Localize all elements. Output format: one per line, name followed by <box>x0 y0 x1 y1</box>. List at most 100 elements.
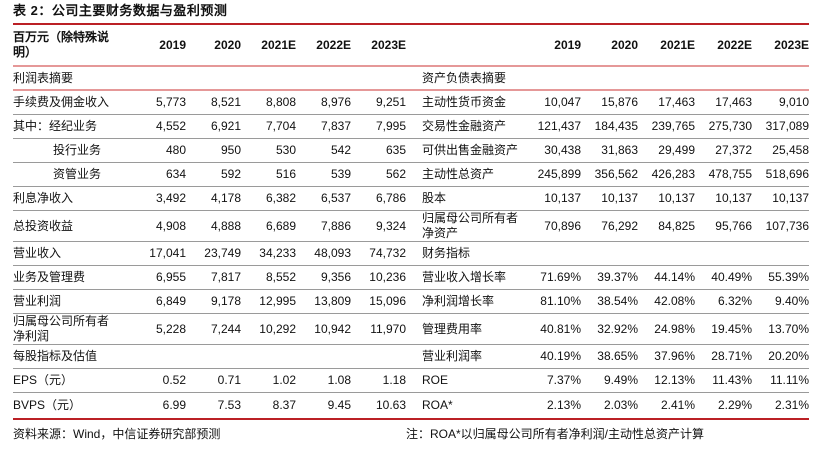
value-cell: 317,089 <box>765 119 809 133</box>
value-cell: 10,047 <box>544 95 581 109</box>
value-cell: 950 <box>220 143 241 157</box>
value-cell: 12,995 <box>259 294 296 308</box>
row-label-right: 交易性金融资产 <box>422 119 507 133</box>
value-cell: 6,537 <box>320 191 351 205</box>
value-cell: 356,562 <box>594 167 638 181</box>
year-header-cell: 2021E <box>261 37 296 52</box>
value-cell: 32.92% <box>597 321 638 336</box>
value-cell: 635 <box>385 143 406 157</box>
value-cell: 516 <box>275 167 296 181</box>
value-cell: 4,552 <box>155 119 186 133</box>
value-cell: 1.02 <box>272 373 296 387</box>
table-row: 总投资收益 4,908 4,888 6,689 7,886 9,324 归属母公司所有者净资… <box>13 211 809 242</box>
value-cell: 426,283 <box>651 167 695 181</box>
value-cell <box>131 66 186 90</box>
value-cell: 11.11% <box>770 373 809 387</box>
value-cell: 11.43% <box>712 373 752 387</box>
value-cell: 6,786 <box>375 191 406 205</box>
value-cell: 480 <box>165 143 186 157</box>
row-label-left: 投行业务 <box>53 143 102 157</box>
value-cell: 239,765 <box>651 119 695 133</box>
value-cell: 4,888 <box>210 218 241 233</box>
unit-label-cell: 百万元（除特殊说明） <box>13 24 131 66</box>
section-row: 营业收入 17,041 23,749 34,233 48,093 74,732 财务指标 <box>13 242 809 266</box>
value-cell: 31,863 <box>601 143 638 157</box>
value-cell: 10,292 <box>259 321 296 336</box>
value-cell: 20.20% <box>768 349 809 363</box>
unit-label: 百万元（除特殊说明） <box>13 30 110 59</box>
section-label-right: 资产负债表摘要 <box>422 70 507 85</box>
value-cell: 2.31% <box>774 398 809 412</box>
row-label-left: EPS（元） <box>13 373 74 387</box>
value-cell: 2.29% <box>717 398 752 412</box>
table-row: 资管业务 634 592 516 539 562 主动性总资产 245,899 356,562 4… <box>13 163 809 187</box>
value-cell: 245,899 <box>537 167 581 181</box>
value-cell: 44.14% <box>654 270 695 284</box>
value-cell <box>241 345 296 369</box>
value-cell: 24.98% <box>654 321 695 336</box>
row-label-left: 业务及管理费 <box>13 270 86 284</box>
value-cell: 539 <box>330 167 351 181</box>
value-cell: 1.08 <box>327 373 351 387</box>
row-label-right: 主动性货币资金 <box>422 95 507 109</box>
value-cell <box>524 66 581 90</box>
value-cell: 8,808 <box>265 95 296 109</box>
value-cell: 70,896 <box>544 218 581 233</box>
table-row: 手续费及佣金收入 5,773 8,521 8,808 8,976 9,251 主动性货币资金… <box>13 90 809 115</box>
value-cell: 37.96% <box>654 349 695 363</box>
value-cell: 6,382 <box>265 191 296 205</box>
value-cell: 7,704 <box>265 119 296 133</box>
value-cell: 28.71% <box>711 349 752 363</box>
value-cell: 9.49% <box>603 373 638 387</box>
value-cell: 84,825 <box>658 218 695 233</box>
value-cell: 7,817 <box>210 270 241 284</box>
value-cell: 8,976 <box>320 95 351 109</box>
value-cell: 74,732 <box>369 246 406 260</box>
roa-calculation-note: 注：ROA*以归属母公司所有者净利润/主动性总资产计算 <box>406 427 705 441</box>
value-cell: 518,696 <box>765 167 809 181</box>
value-cell: 9,010 <box>778 95 809 109</box>
value-cell <box>241 66 296 90</box>
year-header-cell: 2022E <box>717 37 752 52</box>
header-row: 百万元（除特殊说明） 2019 2020 2021E 2022E 2023E 2019 202… <box>13 24 809 66</box>
value-cell: 5,773 <box>155 95 186 109</box>
value-cell: 9.45 <box>327 398 351 412</box>
value-cell: 19.45% <box>711 321 752 336</box>
table-row: 归属母公司所有者净利润 5,228 7,244 10,292 10,942 11,970 管… <box>13 314 809 345</box>
value-cell: 6,849 <box>155 294 186 308</box>
value-cell: 11,970 <box>370 321 406 336</box>
table-title: 表 2：公司主要财务数据与盈利预测 <box>13 3 228 18</box>
value-cell: 7.37% <box>546 373 581 387</box>
row-label-right: ROA* <box>422 398 453 412</box>
value-cell: 25,458 <box>772 143 809 157</box>
value-cell: 40.81% <box>540 321 581 336</box>
value-cell: 34,233 <box>259 246 296 260</box>
value-cell: 13,809 <box>314 294 351 308</box>
value-cell: 9,324 <box>375 218 406 233</box>
year-header-cell: 2021E <box>660 37 695 52</box>
row-label-right: 营业利润率 <box>422 349 483 363</box>
value-cell: 6.32% <box>717 294 752 308</box>
value-cell: 0.52 <box>162 373 186 387</box>
row-label-left: BVPS（元） <box>13 398 82 412</box>
section-label-right: 财务指标 <box>422 246 471 260</box>
value-cell: 8,552 <box>265 270 296 284</box>
section-row: 利润表摘要 资产负债表摘要 <box>13 66 809 90</box>
row-label-left: 总投资收益 <box>13 218 74 233</box>
section-row: 每股指标及估值 营业利润率 40.19% 38.65% 37.96% 28.71% 20.2… <box>13 345 809 369</box>
row-label-left: 营业收入 <box>13 246 62 260</box>
value-cell: 3,492 <box>155 191 186 205</box>
value-cell <box>351 345 406 369</box>
value-cell: 42.08% <box>654 294 695 308</box>
year-header-cell: 2020 <box>214 37 241 52</box>
year-header-cell: 2023E <box>371 37 406 52</box>
row-label-right: 归属母公司所有者净资产 <box>422 211 519 240</box>
section-label-left: 每股指标及估值 <box>13 349 98 363</box>
row-label-left: 营业利润 <box>13 294 62 308</box>
value-cell <box>351 66 406 90</box>
value-cell: 592 <box>220 167 241 181</box>
report-table-page: 表 2：公司主要财务数据与盈利预测 百万元（除特殊说明） 2019 2020 2021… <box>13 3 809 441</box>
value-cell: 71.69% <box>540 270 581 284</box>
value-cell: 12.13% <box>654 373 695 387</box>
table-row: 利息净收入 3,492 4,178 6,382 6,537 6,786 股本 10,137 10… <box>13 187 809 211</box>
